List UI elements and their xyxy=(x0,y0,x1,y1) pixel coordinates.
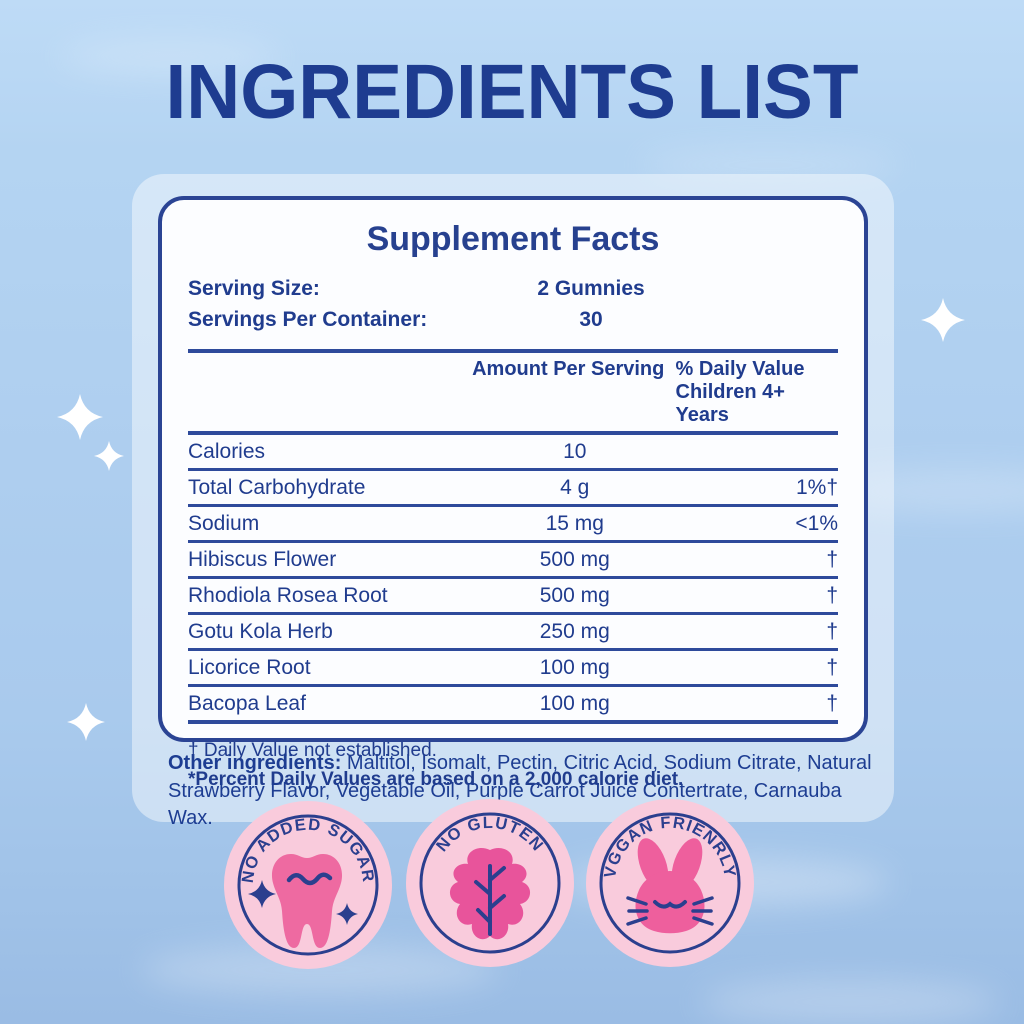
ingredient-name: Gotu Kola Herb xyxy=(188,619,333,643)
cloud-wisp xyxy=(700,980,1000,1024)
bunny-icon xyxy=(626,838,714,934)
ingredient-amount: 100 mg xyxy=(539,691,610,715)
ingredient-name: Hibiscus Flower xyxy=(188,547,337,571)
daily-value-header-line2: Children 4+ Years xyxy=(675,381,785,426)
sparkle-icon xyxy=(57,394,103,440)
ingredient-amount: 100 mg xyxy=(539,655,610,679)
ingredient-daily-value: † xyxy=(826,583,838,607)
leaf-icon xyxy=(449,847,531,940)
panel-title: Supplement Facts xyxy=(366,220,660,258)
servings-per-container-value: 30 xyxy=(579,308,603,331)
serving-size-value: 2 Gumnies xyxy=(537,277,645,300)
ingredient-daily-value: <1% xyxy=(795,511,838,535)
facts-rows: Calories 10 Total Carbohydrate 4 g 1%† S… xyxy=(188,435,838,724)
ingredient-daily-value: † xyxy=(826,547,838,571)
other-ingredients-label: Other ingredients: xyxy=(168,752,342,774)
ingredient-daily-value: 1%† xyxy=(795,475,838,499)
table-row: Gotu Kola Herb 250 mg † xyxy=(188,615,838,651)
table-row: Hibiscus Flower 500 mg † xyxy=(188,543,838,579)
ingredient-name: Licorice Root xyxy=(188,655,311,679)
other-ingredients: Other ingredients: Maltitol, Isomalt, Pe… xyxy=(168,750,880,833)
servings-per-container-label: Servings Per Container: xyxy=(188,308,428,331)
ingredient-amount: 10 xyxy=(563,439,587,463)
table-row: Rhodiola Rosea Root 500 mg † xyxy=(188,579,838,615)
footnote-percent: *Percent Daily Values are based on a 2,0… xyxy=(188,768,684,790)
badge-vegan-friendly: VGGAN FRIENRLY xyxy=(585,798,755,968)
table-row: Total Carbohydrate 4 g 1%† xyxy=(188,471,838,507)
ingredient-daily-value: † xyxy=(826,655,838,679)
ingredient-name: Sodium xyxy=(188,511,260,535)
other-ingredients-text: Maltitol, Isomalt, Pectin, Citric Acid, … xyxy=(168,752,872,830)
ingredient-name: Total Carbohydrate xyxy=(188,475,366,499)
footnotes: † Daily Value not established. *Percent … xyxy=(188,737,838,794)
sparkle-icon xyxy=(67,703,105,741)
badge-ring xyxy=(599,812,741,954)
table-row: Licorice Root 100 mg † xyxy=(188,651,838,687)
page-title: INGREDIENTS LIST xyxy=(165,49,859,135)
sparkle-icon xyxy=(94,441,124,471)
ingredient-daily-value: † xyxy=(826,619,838,643)
header-spacer xyxy=(188,358,461,427)
amount-per-serving-header: Amount Per Serving xyxy=(472,358,665,380)
ingredient-amount: 500 mg xyxy=(539,547,610,571)
serving-size-row: Serving Size: 2 Gumnies xyxy=(188,277,838,308)
ingredient-amount: 250 mg xyxy=(539,619,610,643)
tooth-icon xyxy=(271,854,343,948)
table-row: Sodium 15 mg <1% xyxy=(188,507,838,543)
serving-size-label: Serving Size: xyxy=(188,277,320,300)
badge-no-added-sugar: NO ADDED SUGAR xyxy=(223,800,393,970)
facts-table-header: Amount Per Serving % Daily Value Childre… xyxy=(188,349,838,435)
table-row: Calories 10 xyxy=(188,435,838,471)
ingredient-amount: 500 mg xyxy=(539,583,610,607)
badge-ring xyxy=(237,814,379,956)
table-row: Bacopa Leaf 100 mg † xyxy=(188,687,838,724)
badge-ring xyxy=(419,812,561,954)
sparkle-icon xyxy=(921,298,965,342)
footnote-dagger: † Daily Value not established. xyxy=(188,740,437,761)
servings-per-container-row: Servings Per Container: 30 xyxy=(188,308,838,339)
badge-no-gluten: NO GLUTEN xyxy=(405,798,575,968)
ingredient-name: Calories xyxy=(188,439,266,463)
ingredient-amount: 15 mg xyxy=(545,511,604,535)
daily-value-header: % Daily Value Children 4+ Years xyxy=(676,358,839,427)
ingredient-daily-value: † xyxy=(826,691,838,715)
supplement-facts-panel: Supplement Facts Serving Size: 2 Gumnies… xyxy=(158,196,868,790)
ingredient-amount: 4 g xyxy=(560,475,590,499)
ingredient-name: Rhodiola Rosea Root xyxy=(188,583,388,607)
daily-value-header-line1: % Daily Value xyxy=(675,358,805,380)
ingredient-name: Bacopa Leaf xyxy=(188,691,306,715)
